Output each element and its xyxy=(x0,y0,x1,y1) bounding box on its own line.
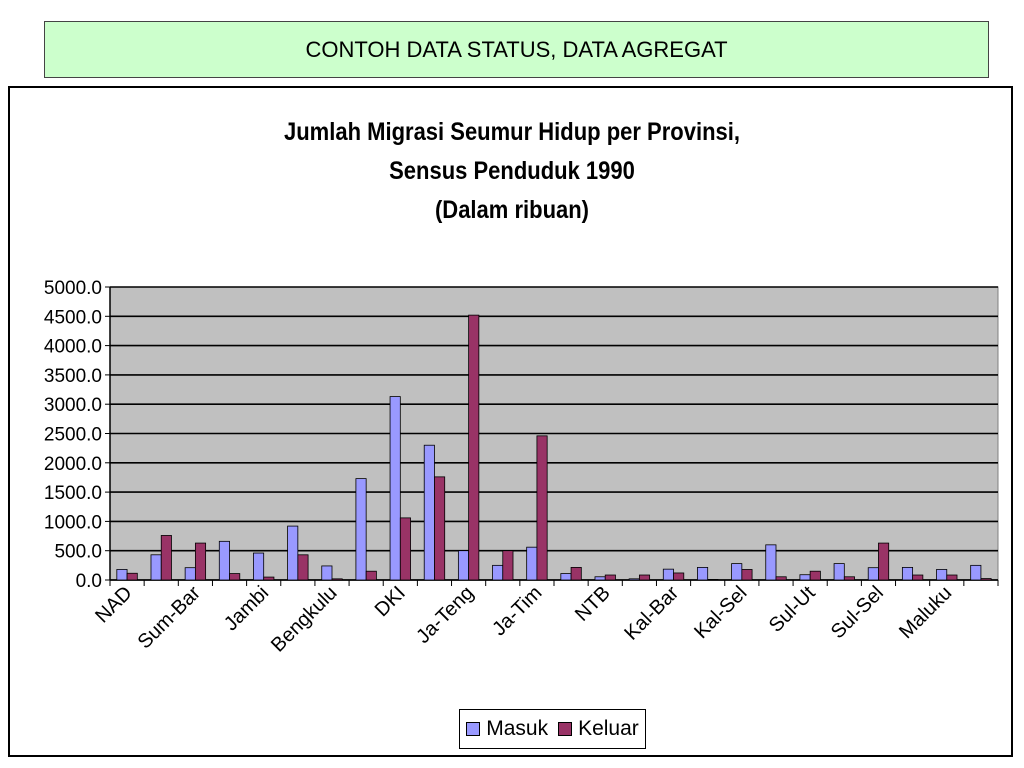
y-tick-label: 0.0 xyxy=(76,571,102,592)
bar-masuk-8 xyxy=(389,396,401,581)
bar-masuk-23 xyxy=(901,567,914,581)
bar-keluar-17 xyxy=(707,579,719,581)
y-tick-label: 3500.0 xyxy=(44,366,102,387)
bar-masuk-11 xyxy=(492,564,504,581)
x-tick-label: Bengkulu xyxy=(267,582,342,657)
bar-keluar-12 xyxy=(536,435,548,581)
y-tick-label: 2500.0 xyxy=(44,425,102,446)
bar-keluar-2 xyxy=(194,542,207,581)
bar-masuk-21 xyxy=(833,563,845,581)
x-tick-label: Sul-Sel xyxy=(827,582,888,643)
x-tick-label: Ja-Teng xyxy=(412,582,478,648)
slide-title: CONTOH DATA STATUS, DATA AGREGAT xyxy=(305,36,728,62)
bar-masuk-16 xyxy=(662,568,674,581)
x-tick-label: Sum-Bar xyxy=(134,582,206,654)
chart-title: Jumlah Migrasi Seumur Hidup per Provinsi… xyxy=(61,113,962,230)
bar-masuk-14 xyxy=(594,576,606,581)
bar-keluar-20 xyxy=(809,570,821,581)
bar-keluar-5 xyxy=(297,554,309,581)
bar-keluar-14 xyxy=(604,574,616,581)
legend-item-keluar: Keluar xyxy=(558,717,639,741)
y-tick-label: 3000.0 xyxy=(44,395,102,416)
x-tick-label: Maluku xyxy=(895,582,956,643)
bar-keluar-1 xyxy=(160,535,172,581)
bar-masuk-17 xyxy=(697,567,709,581)
bar-keluar-24 xyxy=(946,574,958,581)
x-tick-label: Ja-Tim xyxy=(488,582,546,640)
chart-legend: Masuk Keluar xyxy=(459,709,646,749)
y-tick-label: 5000.0 xyxy=(44,278,102,299)
chart-title-line-3: (Dalam ribuan) xyxy=(434,196,590,224)
y-tick-label: 4500.0 xyxy=(44,307,102,328)
bar-keluar-23 xyxy=(912,574,924,581)
legend-swatch-keluar xyxy=(558,722,573,736)
bar-keluar-16 xyxy=(673,572,685,581)
y-tick-label: 4000.0 xyxy=(44,337,102,358)
bar-masuk-9 xyxy=(423,444,435,581)
bar-masuk-24 xyxy=(936,569,948,581)
bar-masuk-7 xyxy=(355,478,367,581)
y-tick-label: 500.0 xyxy=(54,542,102,563)
bar-masuk-6 xyxy=(321,565,333,581)
bar-masuk-3 xyxy=(218,540,230,581)
bar-masuk-2 xyxy=(184,567,196,581)
bar-masuk-22 xyxy=(867,567,879,581)
x-tick-label: DKI xyxy=(371,582,410,621)
bar-keluar-0 xyxy=(126,572,138,581)
bar-keluar-18 xyxy=(741,569,753,581)
bar-masuk-0 xyxy=(116,569,128,581)
bar-keluar-25 xyxy=(980,578,992,581)
bar-masuk-20 xyxy=(799,574,811,581)
bar-keluar-10 xyxy=(468,314,480,581)
y-tick-label: 2000.0 xyxy=(44,454,102,475)
bar-keluar-19 xyxy=(775,576,787,581)
bar-keluar-11 xyxy=(502,550,514,581)
bar-keluar-8 xyxy=(399,517,411,581)
legend-label-masuk: Masuk xyxy=(486,717,549,740)
bar-masuk-13 xyxy=(560,573,572,581)
legend-item-masuk: Masuk xyxy=(466,717,548,741)
chart-title-line-1: Jumlah Migrasi Seumur Hidup per Provinsi… xyxy=(283,118,740,146)
bar-keluar-9 xyxy=(434,476,446,581)
legend-label-keluar: Keluar xyxy=(578,717,639,740)
x-tick-label: Kal-Sel xyxy=(690,582,751,643)
bar-keluar-3 xyxy=(229,573,241,581)
bar-masuk-4 xyxy=(253,552,265,581)
y-tick-label: 1500.0 xyxy=(44,483,102,504)
y-tick-label: 1000.0 xyxy=(44,512,102,533)
bar-keluar-13 xyxy=(570,567,582,581)
slide-header: CONTOH DATA STATUS, DATA AGREGAT xyxy=(44,21,989,78)
bar-masuk-18 xyxy=(731,563,743,581)
bar-masuk-12 xyxy=(526,546,538,581)
bar-masuk-25 xyxy=(970,564,982,581)
bar-keluar-6 xyxy=(331,578,343,581)
bar-keluar-4 xyxy=(263,576,275,581)
bar-masuk-10 xyxy=(457,550,470,581)
bar-keluar-7 xyxy=(365,570,377,581)
bar-masuk-19 xyxy=(765,544,777,581)
chart-title-line-2: Sensus Penduduk 1990 xyxy=(389,157,635,185)
legend-swatch-masuk xyxy=(466,722,481,736)
bar-masuk-1 xyxy=(150,554,162,581)
x-tick-label: Jambi xyxy=(220,582,273,635)
bar-masuk-15 xyxy=(628,578,640,581)
x-tick-label: NTB xyxy=(571,582,615,626)
bar-keluar-21 xyxy=(843,576,855,581)
bar-masuk-5 xyxy=(287,525,299,581)
bar-keluar-15 xyxy=(638,574,651,581)
x-tick-label: Kal-Bar xyxy=(620,582,683,645)
x-tick-label: Sul-Ut xyxy=(765,582,820,637)
bar-keluar-22 xyxy=(878,542,890,581)
